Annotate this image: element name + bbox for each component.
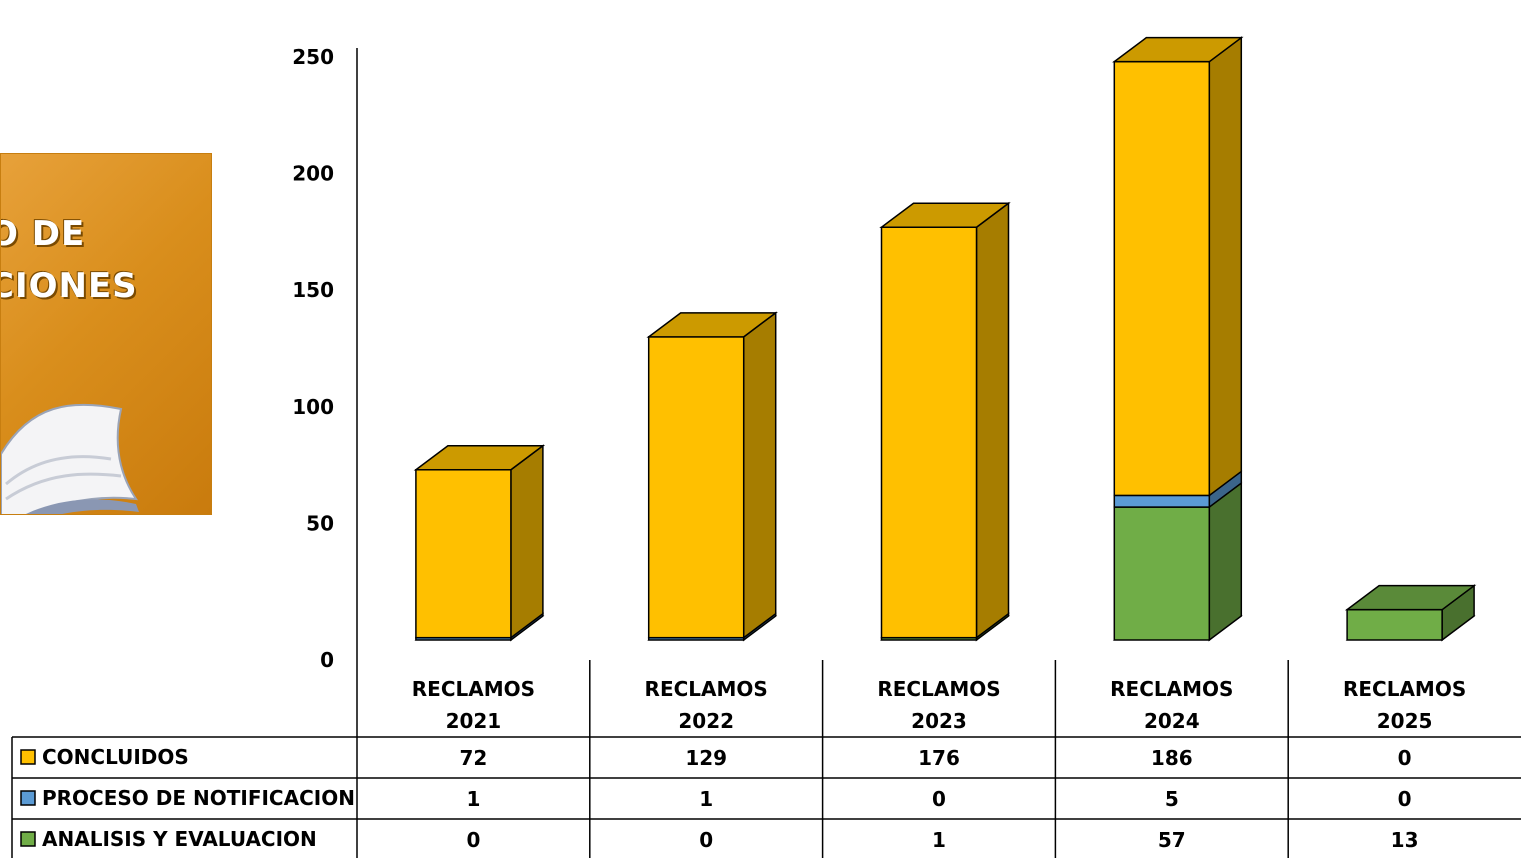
book-icon bbox=[1, 403, 139, 514]
logo-text-line1: O DE bbox=[1, 214, 86, 254]
category-label: 2022 bbox=[678, 709, 734, 733]
logo-image: O DE CIONES bbox=[0, 153, 212, 515]
bar-concluidos bbox=[880, 226, 978, 639]
bar-side bbox=[1208, 481, 1243, 642]
bar-analisis-y-evaluacion bbox=[1113, 506, 1211, 641]
legend-swatch bbox=[20, 831, 36, 847]
data-label: 1 bbox=[932, 828, 946, 852]
bar-analisis-y-evaluacion bbox=[1346, 608, 1443, 641]
bar-top bbox=[879, 202, 1011, 228]
bar-top bbox=[1344, 584, 1477, 611]
bar-top bbox=[1112, 36, 1244, 63]
data-label: 129 bbox=[685, 746, 727, 770]
data-label: 176 bbox=[918, 746, 960, 770]
bar-concluidos bbox=[415, 469, 512, 639]
bar-concluidos bbox=[1113, 60, 1211, 497]
category-label: 2024 bbox=[1144, 709, 1200, 733]
legend-entry: CONCLUIDOS bbox=[42, 745, 189, 769]
data-label: 13 bbox=[1391, 828, 1419, 852]
category-label: RECLAMOS bbox=[645, 677, 768, 701]
y-axis: 0 50 100 150 200 250 bbox=[292, 45, 358, 672]
data-label: 1 bbox=[466, 787, 480, 811]
legend-swatch bbox=[20, 749, 36, 765]
data-label: 0 bbox=[699, 828, 713, 852]
logo-text-line2: CIONES bbox=[0, 266, 138, 306]
data-label: 57 bbox=[1158, 828, 1186, 852]
bar-side bbox=[510, 444, 544, 640]
legend-swatch bbox=[20, 790, 36, 806]
bar-side bbox=[742, 311, 777, 640]
data-label: 0 bbox=[466, 828, 480, 852]
data-label: 0 bbox=[1398, 746, 1412, 770]
y-tick-label: 100 bbox=[292, 395, 334, 419]
data-label: 5 bbox=[1165, 787, 1179, 811]
bars bbox=[413, 36, 1477, 642]
data-label: 1 bbox=[699, 787, 713, 811]
category-label: 2021 bbox=[446, 709, 502, 733]
bar-proceso-de-notificacion bbox=[1113, 494, 1211, 508]
y-tick-label: 50 bbox=[306, 511, 334, 535]
category-label: RECLAMOS bbox=[877, 677, 1000, 701]
bar-side bbox=[1208, 36, 1243, 497]
bar-top bbox=[646, 312, 778, 338]
category-label: 2023 bbox=[911, 709, 967, 733]
y-tick-label: 200 bbox=[292, 162, 334, 186]
category-label: RECLAMOS bbox=[412, 677, 535, 701]
data-label: 0 bbox=[1398, 787, 1412, 811]
category-label: 2025 bbox=[1377, 709, 1433, 733]
data-label: 72 bbox=[459, 746, 487, 770]
data-table: RECLAMOS 2021 RECLAMOS 2022 RECLAMOS 2023 RECL… bbox=[11, 660, 1521, 858]
category-label: RECLAMOS bbox=[1110, 677, 1233, 701]
bar-top bbox=[413, 445, 546, 471]
legend-entry: PROCESO DE NOTIFICACION bbox=[42, 786, 355, 810]
data-label: 0 bbox=[932, 787, 946, 811]
y-tick-label: 250 bbox=[292, 45, 334, 69]
legend-entry: ANALISIS Y EVALUACION bbox=[42, 827, 317, 851]
bar-side bbox=[975, 201, 1010, 640]
data-label: 186 bbox=[1151, 746, 1193, 770]
y-tick-label: 0 bbox=[320, 648, 334, 672]
bar-concluidos bbox=[647, 336, 745, 639]
y-tick-label: 150 bbox=[292, 278, 334, 302]
category-label: RECLAMOS bbox=[1343, 677, 1466, 701]
